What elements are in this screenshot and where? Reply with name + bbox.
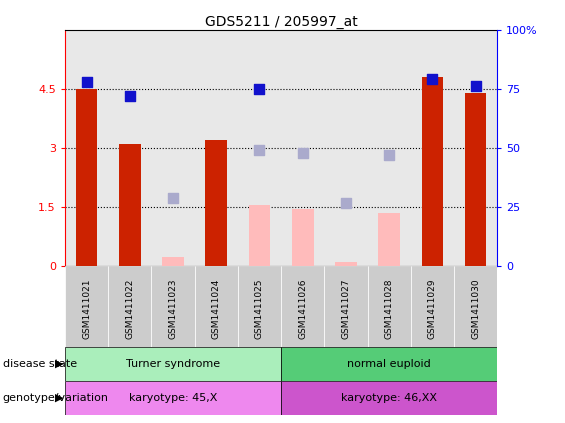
Bar xyxy=(367,266,411,347)
Text: karyotype: 46,XX: karyotype: 46,XX xyxy=(341,393,437,403)
Text: disease state: disease state xyxy=(3,359,77,369)
Bar xyxy=(465,93,486,266)
Bar xyxy=(324,30,368,266)
Point xyxy=(168,195,177,201)
Bar xyxy=(324,266,368,347)
Bar xyxy=(335,262,357,266)
Point xyxy=(255,85,264,92)
Title: GDS5211 / 205997_at: GDS5211 / 205997_at xyxy=(205,14,358,29)
Bar xyxy=(206,140,227,266)
Bar xyxy=(411,266,454,347)
Bar xyxy=(379,213,400,266)
Text: GSM1411024: GSM1411024 xyxy=(212,279,221,339)
Bar xyxy=(249,205,270,266)
Point xyxy=(385,152,394,159)
Bar xyxy=(194,30,238,266)
Bar xyxy=(151,266,194,347)
Point xyxy=(471,83,480,90)
Text: genotype/variation: genotype/variation xyxy=(3,393,109,403)
Text: ▶: ▶ xyxy=(55,359,64,369)
Text: GSM1411022: GSM1411022 xyxy=(125,279,134,339)
Point xyxy=(82,78,91,85)
Bar xyxy=(108,30,151,266)
Bar xyxy=(194,266,238,347)
Point xyxy=(341,199,350,206)
Bar xyxy=(151,30,194,266)
Text: GSM1411030: GSM1411030 xyxy=(471,279,480,339)
Bar xyxy=(238,266,281,347)
Bar xyxy=(108,266,151,347)
Bar xyxy=(65,347,281,381)
Bar xyxy=(65,30,108,266)
Bar xyxy=(281,381,497,415)
Bar xyxy=(421,77,443,266)
Text: GSM1411028: GSM1411028 xyxy=(385,279,394,339)
Bar xyxy=(65,266,108,347)
Bar xyxy=(281,266,324,347)
Text: GSM1411026: GSM1411026 xyxy=(298,279,307,339)
Text: GSM1411027: GSM1411027 xyxy=(341,279,350,339)
Text: Turner syndrome: Turner syndrome xyxy=(126,359,220,369)
Bar xyxy=(162,257,184,266)
Bar xyxy=(367,30,411,266)
Bar xyxy=(238,30,281,266)
Bar xyxy=(454,266,497,347)
Text: karyotype: 45,X: karyotype: 45,X xyxy=(129,393,217,403)
Bar xyxy=(281,30,324,266)
Bar xyxy=(292,209,314,266)
Bar xyxy=(454,30,497,266)
Point xyxy=(298,149,307,156)
Text: GSM1411021: GSM1411021 xyxy=(82,279,91,339)
Point xyxy=(125,93,134,99)
Text: GSM1411029: GSM1411029 xyxy=(428,279,437,339)
Bar xyxy=(119,144,141,266)
Bar xyxy=(411,30,454,266)
Text: normal euploid: normal euploid xyxy=(347,359,431,369)
Text: GSM1411025: GSM1411025 xyxy=(255,279,264,339)
Point xyxy=(255,147,264,154)
Text: GSM1411023: GSM1411023 xyxy=(168,279,177,339)
Bar xyxy=(65,381,281,415)
Text: ▶: ▶ xyxy=(55,393,64,403)
Bar xyxy=(76,89,97,266)
Point xyxy=(428,76,437,83)
Bar xyxy=(281,347,497,381)
